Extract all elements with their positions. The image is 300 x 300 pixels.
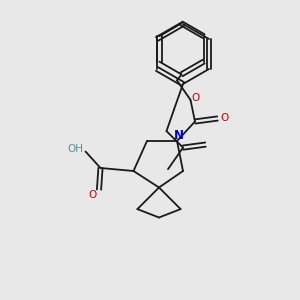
Text: O: O [220, 113, 228, 124]
Text: OH: OH [67, 144, 83, 154]
Text: O: O [88, 190, 97, 200]
Text: O: O [192, 93, 200, 103]
Text: N: N [173, 129, 184, 142]
